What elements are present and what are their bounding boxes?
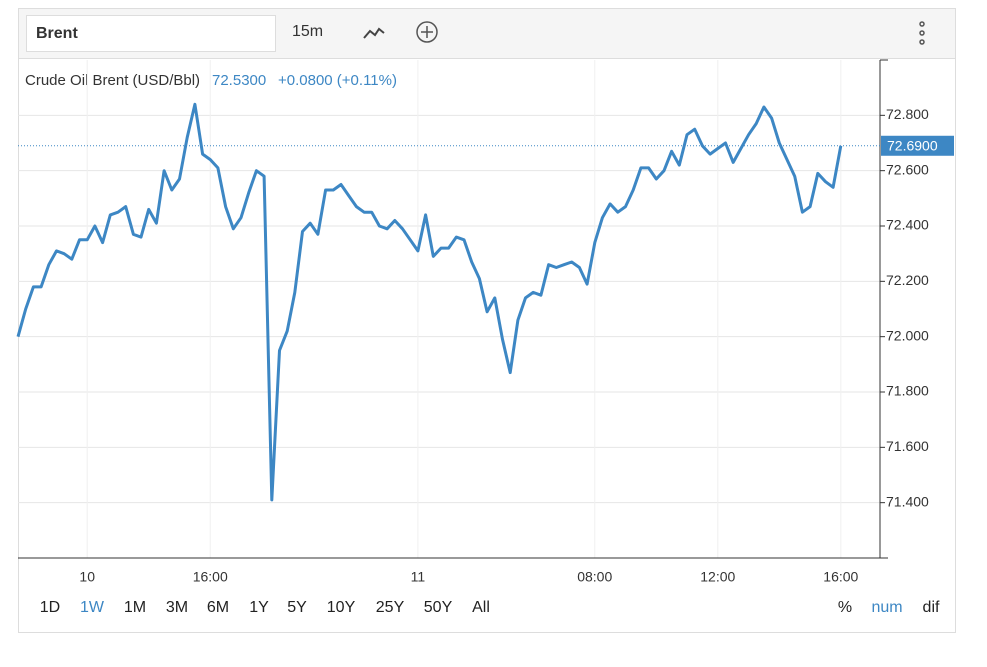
change: +0.0800 (+0.11%): [278, 72, 397, 89]
x-tick-label: 16:00: [823, 569, 858, 585]
mode-button[interactable]: dif: [923, 599, 940, 616]
x-tick-label: 08:00: [577, 569, 612, 585]
chart-title: Crude Oil Brent (USD/Bbl): [25, 72, 200, 89]
range-button[interactable]: 6M: [207, 599, 229, 616]
y-tick-label: 72.400: [886, 217, 929, 233]
range-button[interactable]: 50Y: [424, 599, 453, 616]
range-button[interactable]: 1D: [40, 599, 60, 616]
price: 72.5300: [212, 72, 266, 89]
add-icon[interactable]: [416, 21, 438, 43]
range-button[interactable]: 3M: [166, 599, 188, 616]
x-tick-label: 10: [79, 569, 95, 585]
price-line: [16, 102, 843, 502]
y-tick-label: 71.600: [886, 438, 929, 454]
y-tick-label: 72.000: [886, 327, 929, 343]
x-tick-label: 12:00: [700, 569, 735, 585]
x-tick-label: 11: [411, 569, 426, 585]
range-button[interactable]: 1Y: [249, 599, 269, 616]
symbol: Brent: [36, 25, 78, 42]
mode-button[interactable]: %: [838, 599, 852, 616]
range-button[interactable]: 25Y: [376, 599, 405, 616]
range-button[interactable]: 5Y: [287, 599, 307, 616]
range-button[interactable]: 1M: [124, 599, 146, 616]
last-price-label: 72.6900: [887, 137, 938, 153]
y-tick-label: 71.800: [886, 383, 929, 399]
interval[interactable]: 15m: [292, 23, 323, 40]
last-price-box: [881, 135, 954, 156]
y-tick-label: 71.400: [886, 493, 929, 509]
range-button[interactable]: 1W: [80, 599, 105, 616]
y-tick-label: 72.200: [886, 272, 929, 288]
mode-button[interactable]: num: [871, 599, 902, 616]
x-tick-label: 16:00: [193, 569, 228, 585]
add-icon-plus: [421, 26, 433, 38]
widget-frame: [18, 8, 956, 633]
range-button[interactable]: All: [472, 599, 490, 616]
y-tick-label: 72.600: [886, 161, 929, 177]
chart-type-icon[interactable]: [363, 27, 385, 39]
range-button[interactable]: 10Y: [327, 599, 356, 616]
menu-icon[interactable]: [919, 21, 925, 45]
y-tick-label: 72.800: [886, 106, 929, 122]
symbol-input[interactable]: [26, 15, 276, 52]
